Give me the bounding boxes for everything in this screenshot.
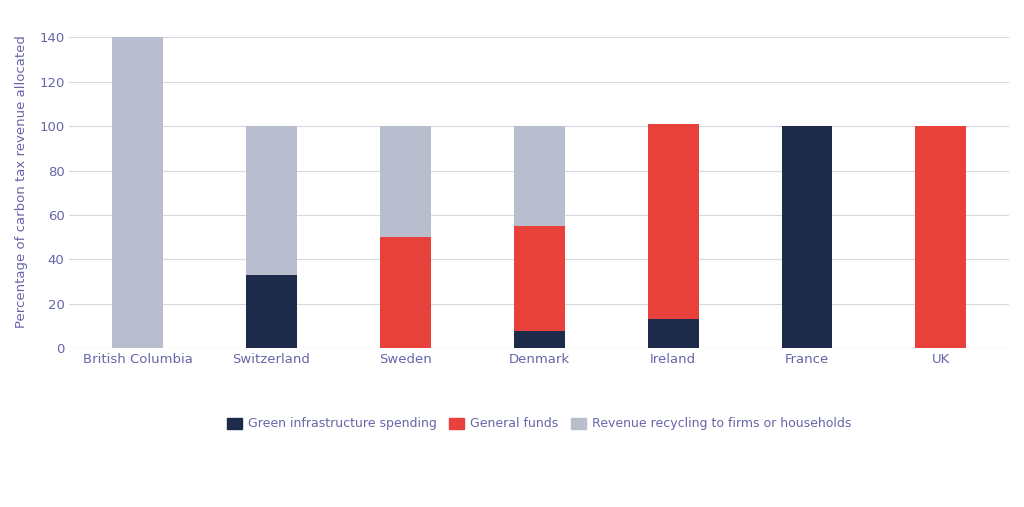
Bar (915, 126, 967, 348)
Legend: Green infrastructure spending, General funds, Revenue recycling to firms or hous: Green infrastructure spending, General f… (221, 413, 857, 436)
Bar (112, 37, 163, 348)
Bar (514, 126, 564, 226)
Bar (514, 331, 564, 348)
Bar (514, 226, 564, 331)
Bar (246, 126, 297, 275)
Bar (781, 126, 833, 348)
Bar (380, 237, 431, 348)
Y-axis label: Percentage of carbon tax revenue allocated: Percentage of carbon tax revenue allocat… (15, 35, 28, 328)
Bar (246, 275, 297, 348)
Bar (647, 319, 698, 348)
Bar (380, 126, 431, 237)
Bar (647, 124, 698, 319)
